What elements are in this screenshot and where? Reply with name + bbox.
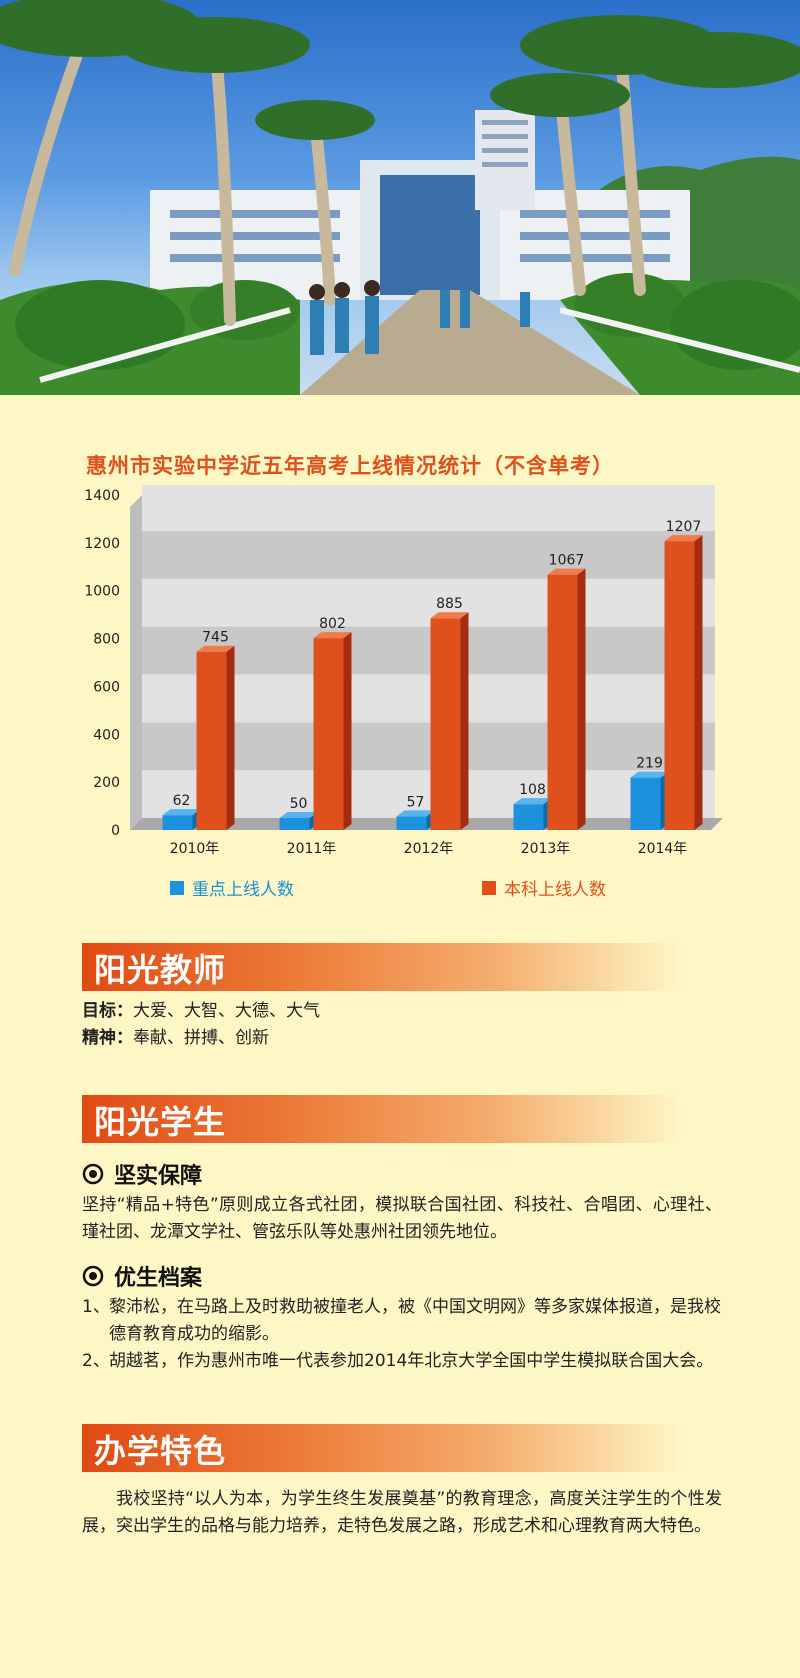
spirit-label: 精神： <box>82 1028 133 1048</box>
bar-top <box>547 568 586 575</box>
spirit-text: 奉献、拼搏、创新 <box>133 1028 269 1048</box>
features-paragraph: 我校坚持“以人为本，为学生终生发展奠基”的教育理念，高度关注学生的个性发展，突出… <box>82 1489 722 1536</box>
bar <box>396 816 427 830</box>
bar-top <box>664 535 703 542</box>
chart-y-axis: 0 200 400 600 800 1000 1200 1400 <box>84 488 120 839</box>
guarantee-paragraph: 坚持“精品+特色”原则成立各式社团，模拟联合国社团、科技社、合唱团、心理社、瑾社… <box>82 1195 722 1242</box>
subheading-guarantee-text: 坚实保障 <box>114 1164 203 1189</box>
bar-side <box>577 568 586 830</box>
subheading-profiles-text: 优生档案 <box>114 1266 203 1291</box>
bar-top <box>396 810 435 817</box>
bar-value-label: 885 <box>436 596 463 612</box>
bar <box>430 618 461 830</box>
target-circle-icon <box>82 1163 104 1185</box>
bar <box>630 777 661 830</box>
legend-label-regular: 本科上线人数 <box>504 880 606 900</box>
bar-value-label: 1067 <box>549 553 585 569</box>
bar <box>664 541 695 830</box>
y-tick-label: 1200 <box>84 536 120 552</box>
chart-legend: 重点上线人数 本科上线人数 <box>170 875 670 900</box>
y-tick-label: 1000 <box>84 584 120 600</box>
y-tick-label: 0 <box>111 823 120 839</box>
chart-bars: 62 745 50 802 57 885 108 1067 219 1207 <box>162 519 703 830</box>
bar-side <box>694 535 703 830</box>
bar-side <box>460 612 469 830</box>
x-tick-label: 2010年 <box>170 841 220 857</box>
bar-value-label: 1207 <box>666 519 702 535</box>
teachers-content: 目标：大爱、大智、大德、大气 精神：奉献、拼搏、创新 <box>82 998 722 1052</box>
campus-illustration <box>0 0 800 395</box>
chart-grid-band <box>142 578 715 627</box>
goal-text: 大爱、大智、大德、大气 <box>133 1001 320 1021</box>
bar <box>279 818 310 830</box>
chart-x-axis: 2010年 2011年 2012年 2013年 2014年 <box>170 841 688 857</box>
chart-side-wall <box>130 495 142 830</box>
x-tick-label: 2012年 <box>404 841 454 857</box>
y-tick-label: 600 <box>93 679 120 695</box>
list-item-text: 黎沛松，在马路上及时救助被撞老人，被《中国文明网》等多家媒体报道，是我校德育教育… <box>109 1297 721 1344</box>
section-banner-students: 阳光学生 <box>82 1095 682 1143</box>
bar-top <box>196 645 235 652</box>
list-item: 1、 黎沛松，在马路上及时救助被撞老人，被《中国文明网》等多家媒体报道，是我校德… <box>82 1294 722 1348</box>
chart-grid-band <box>142 722 715 771</box>
teachers-spirit: 精神：奉献、拼搏、创新 <box>82 1025 722 1052</box>
bar <box>196 651 227 830</box>
bar <box>547 574 578 830</box>
list-item-text: 胡越茗，作为惠州市唯一代表参加2014年北京大学全国中学生模拟联合国大会。 <box>109 1351 714 1371</box>
profiles-list: 1、 黎沛松，在马路上及时救助被撞老人，被《中国文明网》等多家媒体报道，是我校德… <box>82 1294 722 1375</box>
chart-plot-area <box>130 485 723 830</box>
bar-value-label: 219 <box>636 756 663 772</box>
list-item: 2、 胡越茗，作为惠州市唯一代表参加2014年北京大学全国中学生模拟联合国大会。 <box>82 1348 722 1375</box>
bar <box>313 638 344 830</box>
bar-chart: 0 200 400 600 800 1000 1200 1400 62 745 50 802 57 88… <box>84 485 723 857</box>
chart-grid-band <box>142 770 715 818</box>
section-title-teachers: 阳光教师 <box>94 951 227 989</box>
bar-value-label: 745 <box>202 630 229 646</box>
chart-grid-band <box>142 530 715 579</box>
bar-top <box>513 798 552 805</box>
y-tick-label: 1400 <box>84 488 120 504</box>
bar-value-label: 108 <box>519 782 546 798</box>
x-tick-label: 2013年 <box>521 841 571 857</box>
legend-label-key: 重点上线人数 <box>192 880 294 900</box>
bar-top <box>430 612 469 619</box>
bar-side <box>226 645 235 830</box>
teachers-goal: 目标：大爱、大智、大德、大气 <box>82 998 722 1025</box>
y-tick-label: 400 <box>93 727 120 743</box>
legend-swatch-key <box>170 880 184 895</box>
bar-top <box>279 812 318 819</box>
bar-value-label: 50 <box>290 796 308 812</box>
bar-top <box>313 632 352 639</box>
bar-top <box>162 809 201 816</box>
bar <box>162 815 193 830</box>
y-tick-label: 800 <box>93 632 120 648</box>
x-tick-label: 2011年 <box>287 841 337 857</box>
target-circle-icon <box>82 1265 104 1287</box>
legend-swatch-regular <box>482 880 496 895</box>
legend-item-regular: 本科上线人数 <box>482 875 606 900</box>
chart-title: 惠州市实验中学近五年高考上线情况统计（不含单考） <box>86 454 614 478</box>
bar-value-label: 57 <box>407 794 425 810</box>
bar-value-label: 802 <box>319 616 346 632</box>
list-item-number: 2、 <box>82 1351 110 1371</box>
section-banner-teachers: 阳光教师 <box>82 943 682 991</box>
bar-value-label: 62 <box>173 793 191 809</box>
list-item-number: 1、 <box>82 1297 110 1317</box>
bar <box>513 804 544 830</box>
subheading-guarantee: 坚实保障 <box>82 1158 202 1190</box>
section-banner-features: 办学特色 <box>82 1424 682 1472</box>
campus-photo <box>0 0 800 395</box>
x-tick-label: 2014年 <box>638 841 688 857</box>
subheading-profiles: 优生档案 <box>82 1260 202 1292</box>
bar-top <box>630 771 669 778</box>
goal-label: 目标： <box>82 1001 133 1021</box>
section-title-students: 阳光学生 <box>94 1103 227 1141</box>
y-tick-label: 200 <box>93 775 120 791</box>
section-title-features: 办学特色 <box>94 1432 227 1470</box>
chart-grid-band <box>142 626 715 675</box>
bar-side <box>343 632 352 830</box>
chart-grid-band <box>142 485 715 531</box>
chart-grid-band <box>142 674 715 723</box>
legend-item-key: 重点上线人数 <box>170 875 294 900</box>
